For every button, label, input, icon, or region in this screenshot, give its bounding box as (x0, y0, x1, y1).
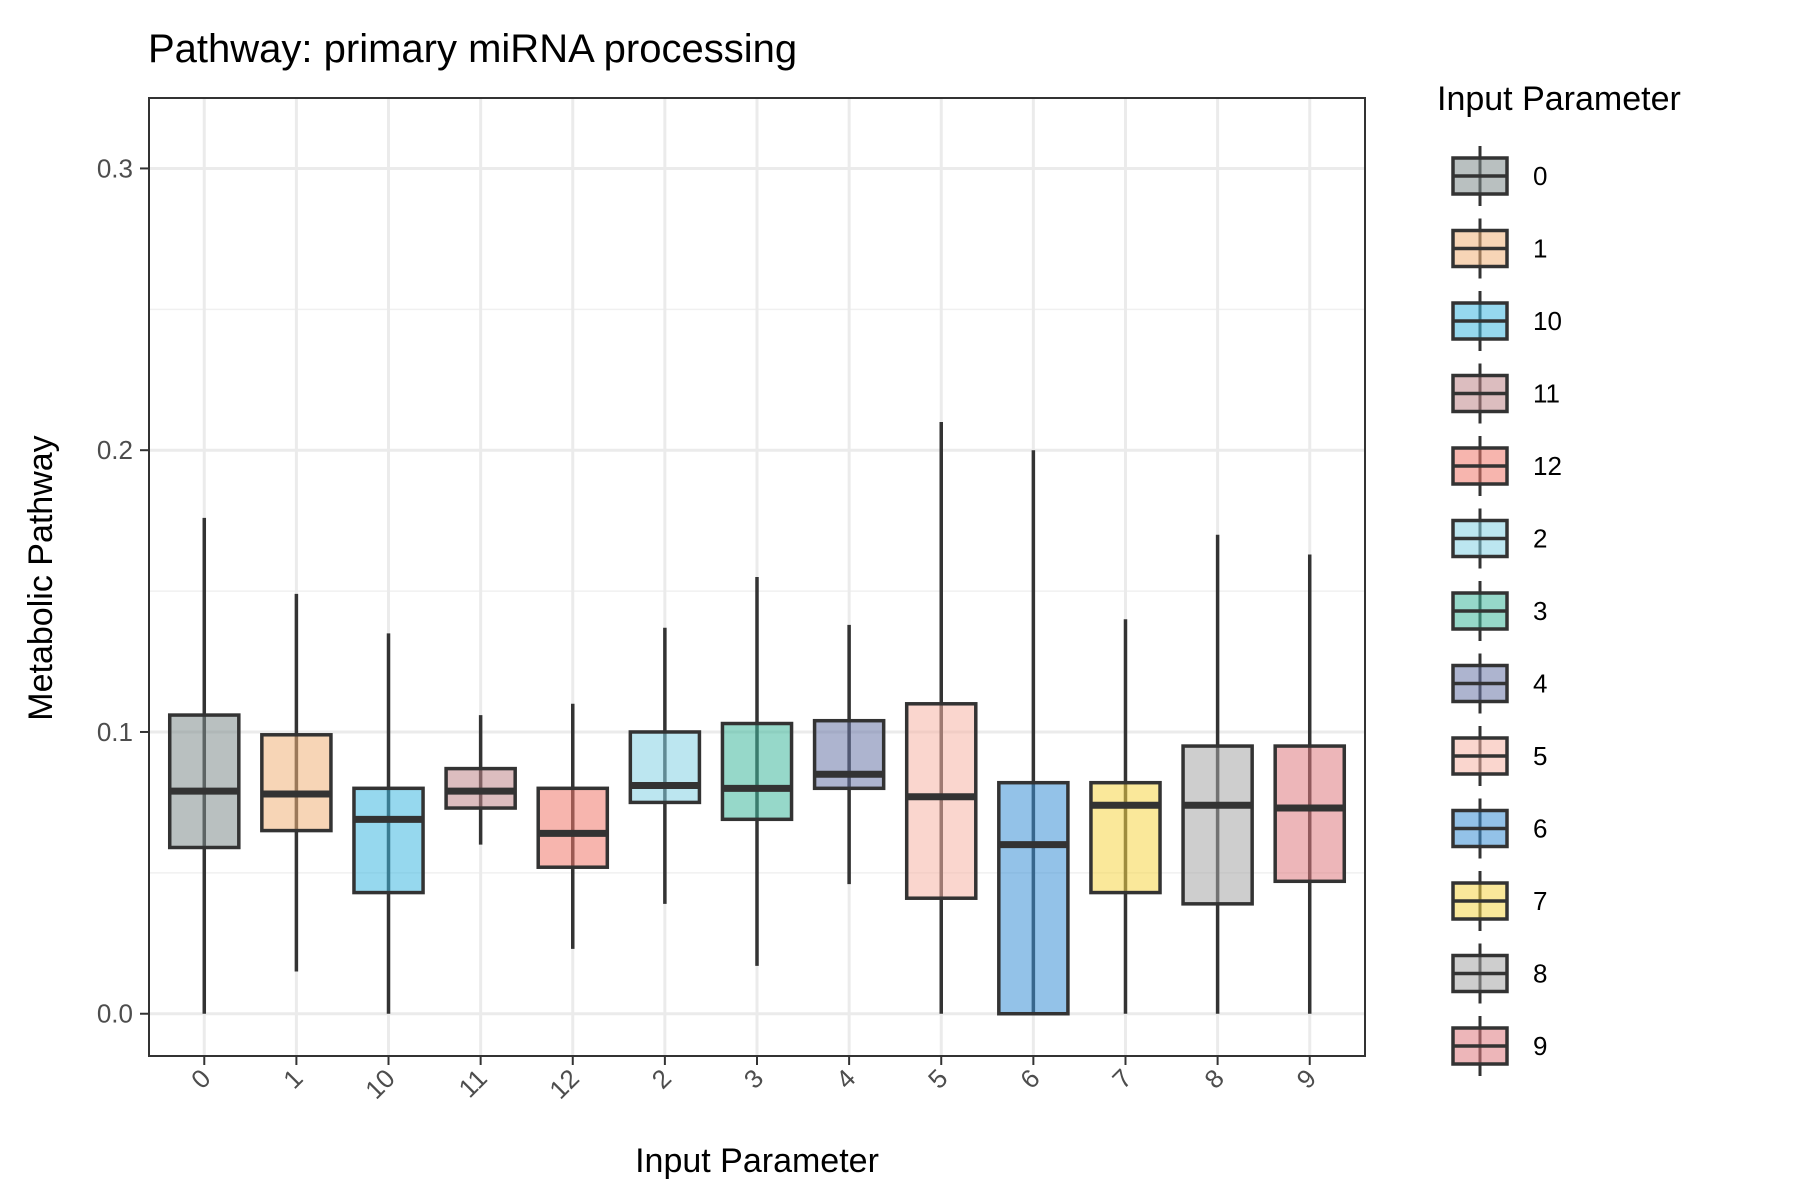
box-rect-12 (536, 786, 610, 869)
x-tick-label: 3 (738, 1063, 769, 1094)
legend-label: 0 (1533, 161, 1547, 191)
box-3 (720, 577, 794, 966)
legend-item-0: 0 (1451, 146, 1547, 206)
x-axis-title: Input Parameter (635, 1142, 879, 1180)
legend-label: 1 (1533, 234, 1547, 264)
y-tick-label: 0.1 (97, 717, 133, 747)
y-tick-label: 0.2 (97, 435, 133, 465)
x-tick-label: 2 (646, 1063, 677, 1094)
y-tick-label: 0.3 (97, 153, 133, 183)
box-rect-3 (720, 721, 794, 822)
box-rect-9 (1273, 744, 1347, 884)
legend: 0 1 10 11 12 2 3 4 5 6 7 8 9 (1451, 146, 1562, 1076)
box-4 (812, 624, 886, 885)
legend-item-3: 3 (1451, 581, 1547, 641)
box-12 (536, 703, 610, 949)
legend-label: 10 (1533, 306, 1562, 336)
x-tick-label: 7 (1106, 1063, 1137, 1094)
box-7 (1089, 619, 1162, 1014)
x-tick-label: 4 (830, 1063, 861, 1094)
x-tick-label: 12 (543, 1063, 585, 1105)
box-rect-2 (628, 730, 702, 805)
box-1 (260, 593, 333, 972)
box-11 (444, 715, 517, 845)
legend-label: 6 (1533, 814, 1547, 844)
box-10 (352, 633, 425, 1014)
box-rect-0 (167, 713, 241, 850)
legend-label: 5 (1533, 741, 1547, 771)
legend-item-9: 9 (1451, 1016, 1547, 1076)
legend-label: 7 (1533, 886, 1547, 916)
legend-title: Input Parameter (1437, 80, 1681, 118)
y-axis-title: Metabolic Pathway (22, 435, 60, 720)
legend-item-12: 12 (1451, 436, 1562, 496)
x-tick-label: 0 (185, 1063, 216, 1094)
box-0 (167, 517, 241, 1014)
x-tick-label: 9 (1291, 1063, 1322, 1094)
x-tick-label: 1 (277, 1063, 308, 1094)
box-rect-1 (260, 733, 333, 833)
legend-label: 2 (1533, 524, 1547, 554)
y-tick-label: 0.0 (97, 999, 133, 1029)
box-rect-8 (1181, 744, 1254, 906)
x-tick-label: 5 (922, 1063, 953, 1094)
legend-item-1: 1 (1451, 218, 1547, 279)
legend-label: 3 (1533, 596, 1547, 626)
x-tick-label: 11 (453, 1063, 493, 1103)
legend-label: 12 (1533, 451, 1562, 481)
box-rect-7 (1089, 780, 1162, 895)
box-2 (628, 627, 702, 904)
box-rect-6 (997, 780, 1070, 1016)
box-9 (1273, 554, 1347, 1014)
box-rect-4 (812, 718, 886, 791)
plot-area: 0.0 0.1 0.2 0.3 0 1 10 11 12 2 3 4 5 6 7 8 9 (97, 97, 1366, 1105)
legend-item-2: 2 (1451, 508, 1547, 569)
x-tick-label: 10 (359, 1063, 401, 1105)
box-rect-5 (904, 702, 978, 900)
legend-item-11: 11 (1451, 363, 1560, 424)
box-8 (1181, 534, 1254, 1014)
box-6 (997, 450, 1070, 1016)
legend-item-7: 7 (1451, 871, 1547, 931)
legend-item-8: 8 (1451, 943, 1547, 1004)
box-rect-10 (352, 786, 425, 895)
legend-item-4: 4 (1451, 653, 1547, 714)
legend-item-5: 5 (1451, 726, 1547, 786)
legend-label: 9 (1533, 1031, 1547, 1061)
legend-item-6: 6 (1451, 798, 1547, 859)
x-tick-label: 6 (1014, 1063, 1045, 1094)
box-5 (904, 422, 978, 1014)
chart-title: Pathway: primary miRNA processing (148, 27, 797, 71)
legend-label: 4 (1533, 669, 1547, 699)
x-tick-label: 8 (1198, 1063, 1229, 1094)
legend-label: 11 (1533, 379, 1560, 409)
legend-label: 8 (1533, 959, 1547, 989)
legend-item-10: 10 (1451, 291, 1562, 351)
